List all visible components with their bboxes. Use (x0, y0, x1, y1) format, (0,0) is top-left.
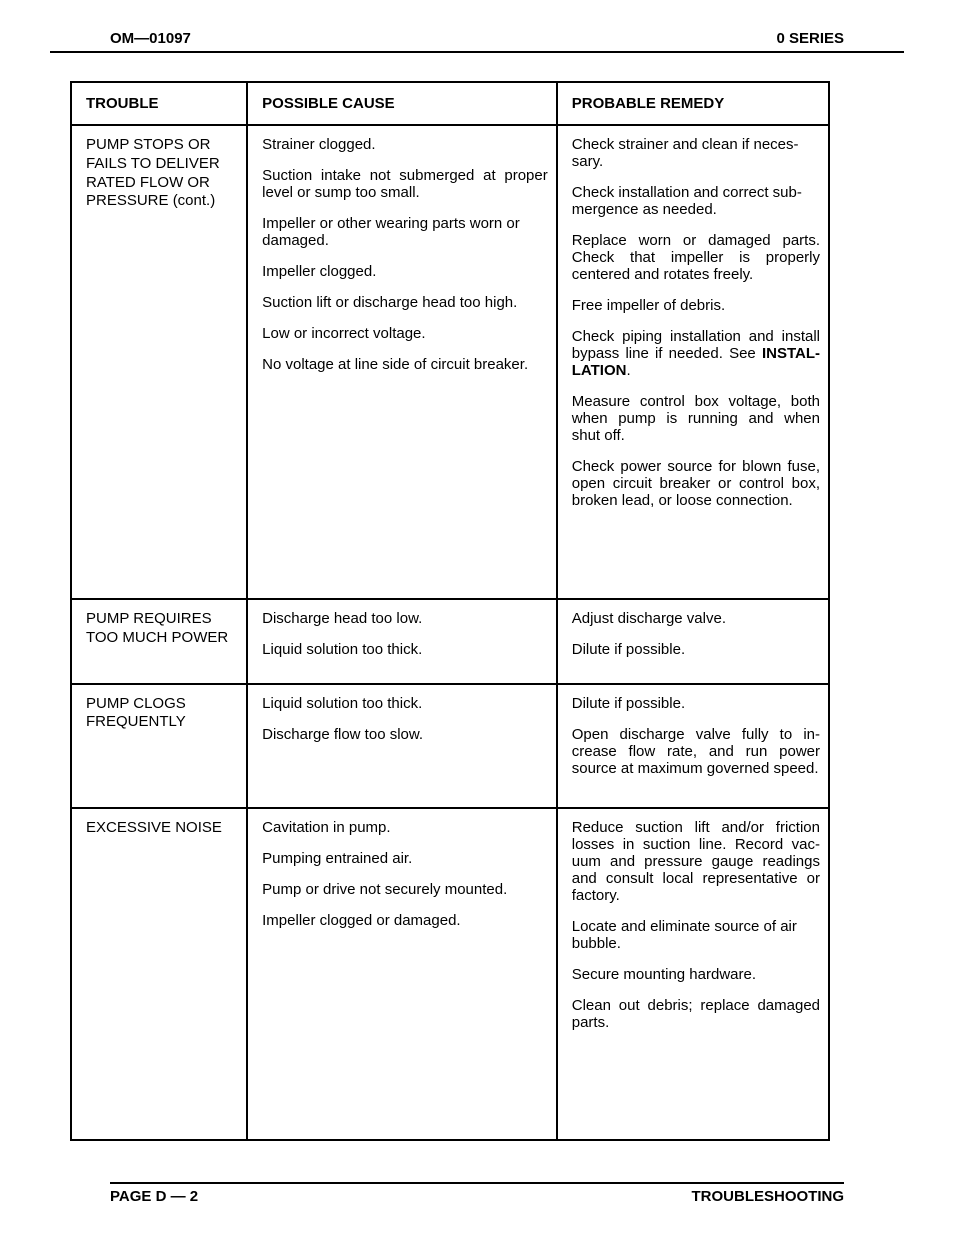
remedy-text: Check strainer and clean if neces­sary. (572, 136, 820, 170)
page-header: OM—01097 0 SERIES (50, 30, 904, 53)
remedy-text: Clean out debris; replace dam­aged parts… (572, 997, 820, 1031)
remedy-text: Replace worn or damaged parts. Check tha… (572, 232, 820, 283)
trouble-cell: PUMP REQUIRES TOO MUCH POWER (71, 599, 247, 683)
footer-page: PAGE D — 2 (110, 1188, 198, 1205)
remedy-cell: Adjust discharge valve. Dilute if possibl… (557, 599, 829, 683)
cause-text: Low or incorrect voltage. (262, 325, 548, 342)
remedy-text: Dilute if possible. (572, 641, 820, 658)
cause-text: Discharge flow too slow. (262, 726, 548, 743)
remedy-text: Adjust discharge valve. (572, 610, 820, 627)
remedy-text: Dilute if possible. (572, 695, 820, 712)
remedy-text: Reduce suction lift and/or friction loss… (572, 819, 820, 904)
cause-text: Liquid solution too thick. (262, 695, 548, 712)
trouble-label: EXCESSIVE NOISE (86, 819, 238, 838)
cause-text: Impeller clogged or damaged. (262, 912, 548, 929)
cause-text: Pumping entrained air. (262, 850, 548, 867)
cause-text: Suction intake not submerged at proper l… (262, 167, 548, 201)
cause-text: Strainer clogged. (262, 136, 548, 153)
remedy-text: Secure mounting hardware. (572, 966, 820, 983)
cause-cell: Cavitation in pump. Pumping entrained air… (247, 808, 557, 1140)
header-series: 0 SERIES (776, 30, 844, 47)
padding (262, 943, 548, 1073)
remedy-text: Open discharge valve fully to in­crease … (572, 726, 820, 777)
cause-cell: Liquid solution too thick. Discharge flow… (247, 684, 557, 809)
table-row: PUMP REQUIRES TOO MUCH POWERDischarge he… (71, 599, 829, 683)
troubleshooting-table: TROUBLE POSSIBLE CAUSE PROBABLE REMEDY P… (70, 81, 830, 1141)
page-footer: PAGE D — 2 TROUBLESHOOTING (110, 1182, 844, 1205)
cause-text: Suction lift or discharge head too high. (262, 294, 548, 311)
cause-text: Liquid solution too thick. (262, 641, 548, 658)
trouble-label: PUMP STOPS OR FAILS TO DELIVER RATED FLO… (86, 136, 238, 211)
col-trouble: TROUBLE (71, 82, 247, 125)
table-row: EXCESSIVE NOISE Cavitation in pump. Pumpin… (71, 808, 829, 1140)
table-row: PUMP CLOGS FREQUENTLYLiquid solution too… (71, 684, 829, 809)
table-row: PUMP STOPS OR FAILS TO DELIVER RATED FLO… (71, 125, 829, 599)
page: OM—01097 0 SERIES TROUBLE POSSIBLE CAUSE… (0, 0, 954, 1235)
trouble-cell: PUMP STOPS OR FAILS TO DELIVER RATED FLO… (71, 125, 247, 599)
cause-cell: Strainer clogged. Suction intake not subm… (247, 125, 557, 599)
col-cause: POSSIBLE CAUSE (247, 82, 557, 125)
table-header-row: TROUBLE POSSIBLE CAUSE PROBABLE REMEDY (71, 82, 829, 125)
header-doc-id: OM—01097 (110, 30, 191, 47)
remedy-cell: Dilute if possible. Open discharge valve … (557, 684, 829, 809)
cause-text: Discharge head too low. (262, 610, 548, 627)
remedy-text: Locate and eliminate source of air bubbl… (572, 918, 820, 952)
trouble-cell: PUMP CLOGS FREQUENTLY (71, 684, 247, 809)
trouble-cell: EXCESSIVE NOISE (71, 808, 247, 1140)
trouble-label: PUMP REQUIRES TOO MUCH POWER (86, 610, 238, 648)
remedy-text: Free impeller of debris. (572, 297, 820, 314)
footer-section: TROUBLESHOOTING (692, 1188, 845, 1205)
remedy-cell: Check strainer and clean if neces­sary. C… (557, 125, 829, 599)
remedy-text: Measure control box voltage, both when p… (572, 393, 820, 444)
remedy-text: Check power source for blown fuse, open … (572, 458, 820, 509)
trouble-label: PUMP CLOGS FREQUENTLY (86, 695, 238, 733)
cause-text: Impeller clogged. (262, 263, 548, 280)
cause-cell: Discharge head too low. Liquid solution t… (247, 599, 557, 683)
cause-text: Impeller or other wearing parts worn or … (262, 215, 548, 249)
table-body: PUMP STOPS OR FAILS TO DELIVER RATED FLO… (71, 125, 829, 1140)
cause-text: Pump or drive not securely mounted. (262, 881, 548, 898)
cause-text: No voltage at line side of circuit break… (262, 356, 548, 373)
remedy-cell: Reduce suction lift and/or friction loss… (557, 808, 829, 1140)
col-remedy: PROBABLE REMEDY (557, 82, 829, 125)
remedy-text: Check installation and correct sub­merge… (572, 184, 820, 218)
remedy-text: Check piping installation and install by… (572, 328, 820, 379)
cause-text: Cavitation in pump. (262, 819, 548, 836)
